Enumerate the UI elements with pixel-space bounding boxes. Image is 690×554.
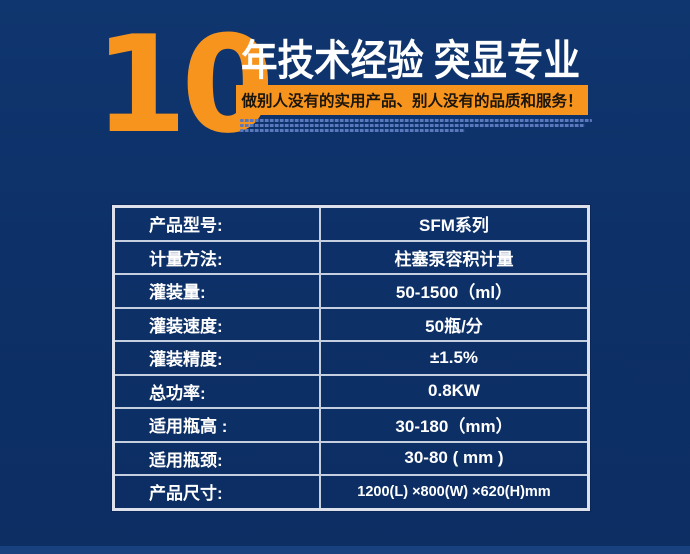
spec-value-cell: 1200(L) ×800(W) ×620(H)mm <box>321 476 587 508</box>
spec-value: 50瓶/分 <box>425 316 483 336</box>
spec-value-cell: ±1.5% <box>321 342 587 374</box>
spec-value: 1200(L) ×800(W) ×620(H)mm <box>357 483 551 500</box>
hero-title: 年技术经验 突显专业 <box>241 37 581 84</box>
fine-print-line <box>240 124 585 127</box>
fine-print-lines <box>240 119 592 134</box>
spec-row: 计量方法: 柱塞泵容积计量 <box>115 239 587 274</box>
spec-row: 总功率: 0.8KW <box>115 373 587 408</box>
spec-row: 灌装量: 50-1500（ml） <box>115 273 587 307</box>
spec-label: 灌装精度: <box>149 350 223 370</box>
spec-row: 适用瓶颈: 30-80 ( mm ) <box>115 440 587 475</box>
spec-label: 产品尺寸: <box>149 484 223 504</box>
spec-value-cell: 50-1500（ml） <box>321 275 587 307</box>
spec-value-cell: 0.8KW <box>321 376 587 408</box>
spec-value: ±1.5% <box>429 347 479 367</box>
spec-label-cell: 计量方法: <box>115 241 321 273</box>
spec-row: 产品尺寸: 1200(L) ×800(W) ×620(H)mm <box>115 474 587 508</box>
spec-label-cell: 适用瓶高 : <box>115 409 321 441</box>
spec-label-cell: 灌装速度: <box>115 308 321 340</box>
spec-label-cell: 总功率: <box>115 375 321 407</box>
spec-label-cell: 产品尺寸: <box>115 476 321 508</box>
spec-value-cell: 30-80 ( mm ) <box>321 443 587 475</box>
spec-row: 灌装速度: 50瓶/分 <box>115 306 587 341</box>
spec-row: 灌装精度: ±1.5% <box>115 340 587 374</box>
spec-value: 50-1500（ml） <box>395 283 513 303</box>
fine-print-line <box>240 119 592 122</box>
spec-label: 适用瓶高 : <box>149 417 228 437</box>
spec-table: 产品型号: SFM系列计量方法: 柱塞泵容积计量灌装量: 50-1500（ml） 灌装速… <box>112 205 590 511</box>
spec-label: 灌装速度: <box>149 316 223 336</box>
spec-label: 灌装量: <box>149 283 206 303</box>
spec-label: 产品型号: <box>149 216 223 236</box>
spec-value: 柱塞泵容积计量 <box>394 249 514 269</box>
spec-label: 总功率: <box>149 383 206 403</box>
spec-value: 0.8KW <box>428 381 480 401</box>
spec-label-cell: 产品型号: <box>115 208 321 240</box>
spec-value-cell: 30-180（mm） <box>321 409 587 441</box>
spec-value-cell: 50瓶/分 <box>321 309 587 341</box>
spec-value-cell: 柱塞泵容积计量 <box>321 242 587 274</box>
spec-value: SFM系列 <box>419 216 489 236</box>
spec-value: 30-80 ( mm ) <box>404 448 504 468</box>
spec-label: 适用瓶颈: <box>149 450 223 470</box>
slogan-banner-text: 做别人没有的实用产品、别人没有的品质和服务！ <box>241 93 583 110</box>
spec-label-cell: 适用瓶颈: <box>115 442 321 474</box>
spec-row: 产品型号: SFM系列 <box>115 208 587 240</box>
spec-label-cell: 灌装精度: <box>115 342 321 374</box>
spec-value: 30-180（mm） <box>395 417 513 437</box>
spec-label-cell: 灌装量: <box>115 275 321 307</box>
fine-print-line <box>240 129 466 132</box>
slogan-banner: 做别人没有的实用产品、别人没有的品质和服务！ <box>236 85 588 115</box>
spec-label: 计量方法: <box>149 249 223 269</box>
spec-row: 适用瓶高 : 30-180（mm） <box>115 407 587 441</box>
footer-strip <box>0 546 690 554</box>
spec-value-cell: SFM系列 <box>321 208 587 240</box>
